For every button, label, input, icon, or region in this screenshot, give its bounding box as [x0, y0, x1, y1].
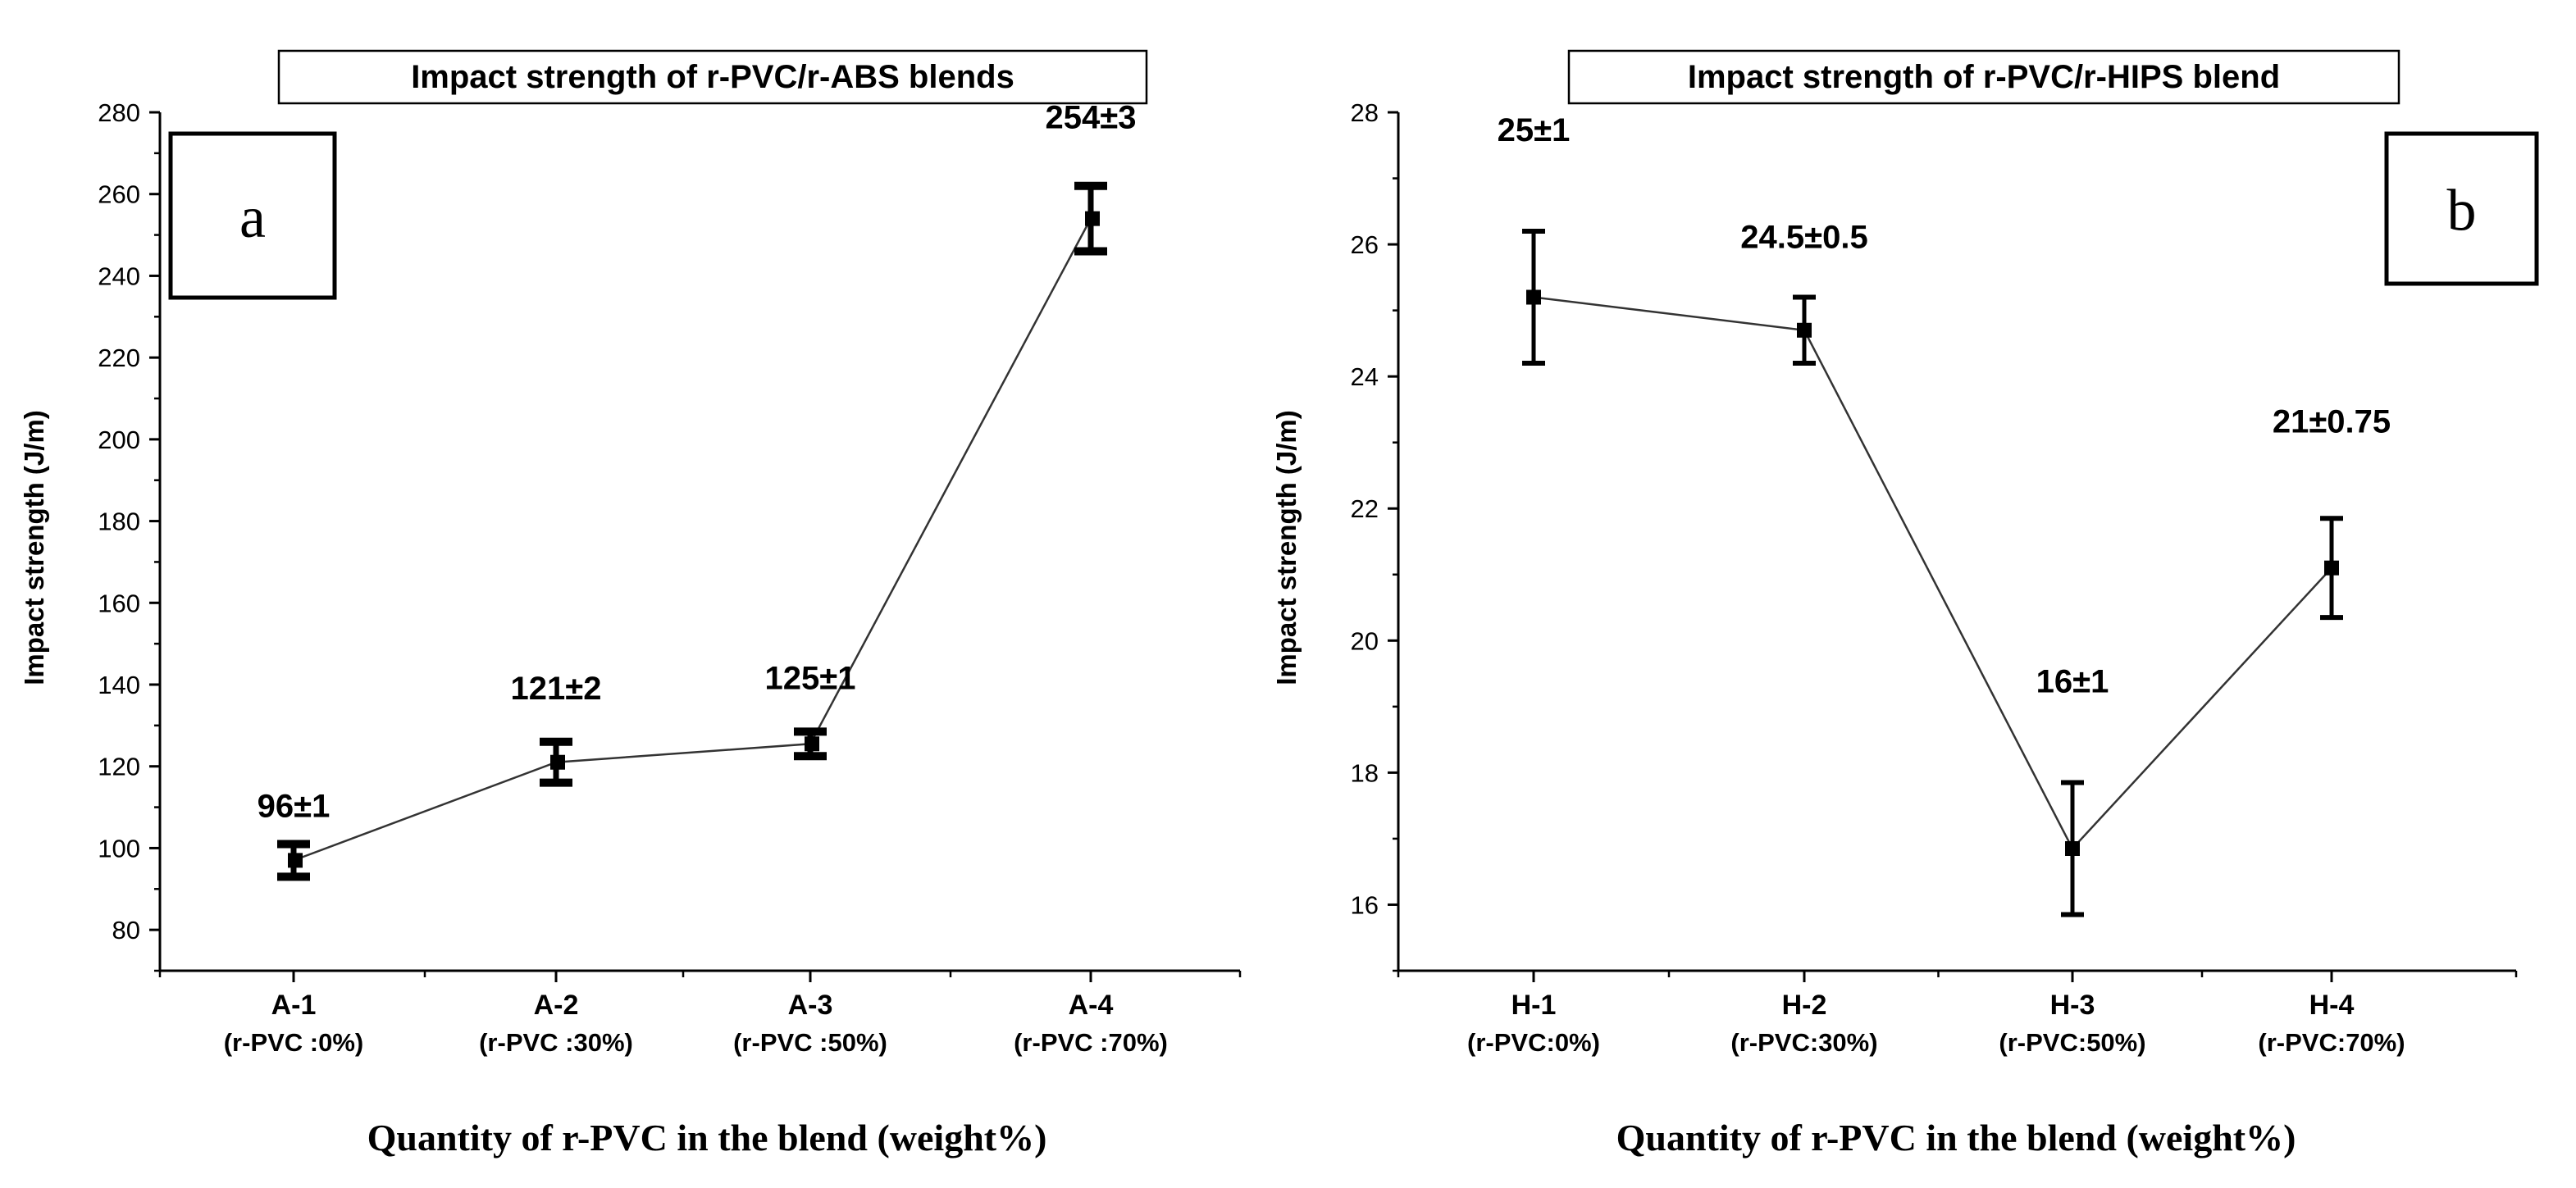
y-tick-label: 220 — [98, 344, 140, 372]
y-tick-label: 260 — [98, 180, 140, 209]
panel-label: a — [239, 184, 266, 250]
x-tick-label: A-1 — [271, 990, 317, 1021]
data-point — [805, 736, 819, 752]
panel-label-box — [168, 131, 337, 300]
y-tick-label: 20 — [1351, 626, 1379, 655]
x-tick-sublabel: (r-PVC:70%) — [2258, 1028, 2405, 1057]
y-tick-label: 120 — [98, 753, 140, 781]
data-label: 125±1 — [765, 660, 856, 696]
y-tick-label: 18 — [1351, 758, 1379, 787]
y-axis-title: Impact strength (J/m) — [19, 410, 49, 685]
y-tick-label: 22 — [1351, 494, 1379, 523]
data-point — [2324, 560, 2339, 576]
y-tick-label: 200 — [98, 426, 140, 454]
x-tick-sublabel: (r-PVC :0%) — [224, 1028, 364, 1057]
x-tick-sublabel: (r-PVC :50%) — [733, 1028, 887, 1057]
y-tick-label: 180 — [98, 508, 140, 536]
x-tick-sublabel: (r-PVC :70%) — [1014, 1028, 1168, 1057]
panel-label: b — [2447, 178, 2477, 244]
x-axis-title: Quantity of r-PVC in the blend (weight%) — [1616, 1117, 2296, 1158]
x-tick-label: A-4 — [1069, 990, 1114, 1021]
chart-title: Impact strength of r-PVC/r-HIPS blend — [1688, 59, 2280, 95]
y-tick-label: 100 — [98, 834, 140, 863]
series-line — [1533, 296, 2332, 851]
y-tick-label: 280 — [98, 98, 140, 127]
data-point — [550, 754, 565, 770]
x-tick-sublabel: (r-PVC:50%) — [1999, 1028, 2145, 1057]
x-tick-label: H-1 — [1511, 990, 1557, 1021]
y-tick-label: 240 — [98, 262, 140, 290]
data-label: 96±1 — [258, 788, 331, 824]
data-point — [2065, 841, 2080, 857]
x-tick-label: A-2 — [534, 990, 579, 1021]
x-tick-label: H-2 — [1782, 990, 1827, 1021]
chart-panel-b: 16 18 20 22 24 26 28 H-1 (r-PVC:0%) H-2 (r-PVC:30%… — [1271, 49, 2539, 1158]
y-tick-label: 160 — [98, 589, 140, 617]
data-label: 254±3 — [1046, 100, 1137, 136]
chart-title-box — [277, 49, 1148, 105]
y-tick-label: 80 — [112, 916, 140, 944]
x-tick-sublabel: (r-PVC:0%) — [1467, 1028, 1600, 1057]
y-tick-label: 26 — [1351, 230, 1379, 259]
y-tick-label: 16 — [1351, 890, 1379, 919]
y-tick-label: 28 — [1351, 98, 1379, 127]
x-tick-sublabel: (r-PVC:30%) — [1730, 1028, 1877, 1057]
y-tick-label: 140 — [98, 671, 140, 699]
chart-title: Impact strength of r-PVC/r-ABS blends — [411, 59, 1014, 95]
series-line — [293, 218, 1092, 862]
data-label: 25±1 — [1498, 112, 1571, 148]
data-point — [1085, 211, 1100, 226]
data-label: 21±0.75 — [2273, 403, 2391, 439]
data-point — [288, 853, 303, 868]
data-label: 24.5±0.5 — [1740, 220, 1867, 256]
x-tick-label: A-3 — [788, 990, 833, 1021]
chart-panel-a: 80 100 120 140 160 180 200 220 240 260 280 A-1 (r-PV… — [19, 49, 1242, 1158]
data-label: 121±2 — [511, 671, 602, 707]
x-tick-label: H-3 — [2050, 990, 2095, 1021]
x-axis-title: Quantity of r-PVC in the blend (weight%) — [367, 1117, 1047, 1158]
x-tick-label: H-4 — [2309, 990, 2355, 1021]
y-axis-title: Impact strength (J/m) — [1271, 410, 1302, 685]
x-tick-sublabel: (r-PVC :30%) — [479, 1028, 633, 1057]
data-point — [1526, 289, 1541, 305]
chart-title-box — [1567, 49, 2400, 105]
panel-label-box — [2384, 131, 2539, 286]
y-tick-label: 24 — [1351, 362, 1379, 391]
data-label: 16±1 — [2036, 663, 2109, 699]
data-point — [1797, 322, 1812, 338]
